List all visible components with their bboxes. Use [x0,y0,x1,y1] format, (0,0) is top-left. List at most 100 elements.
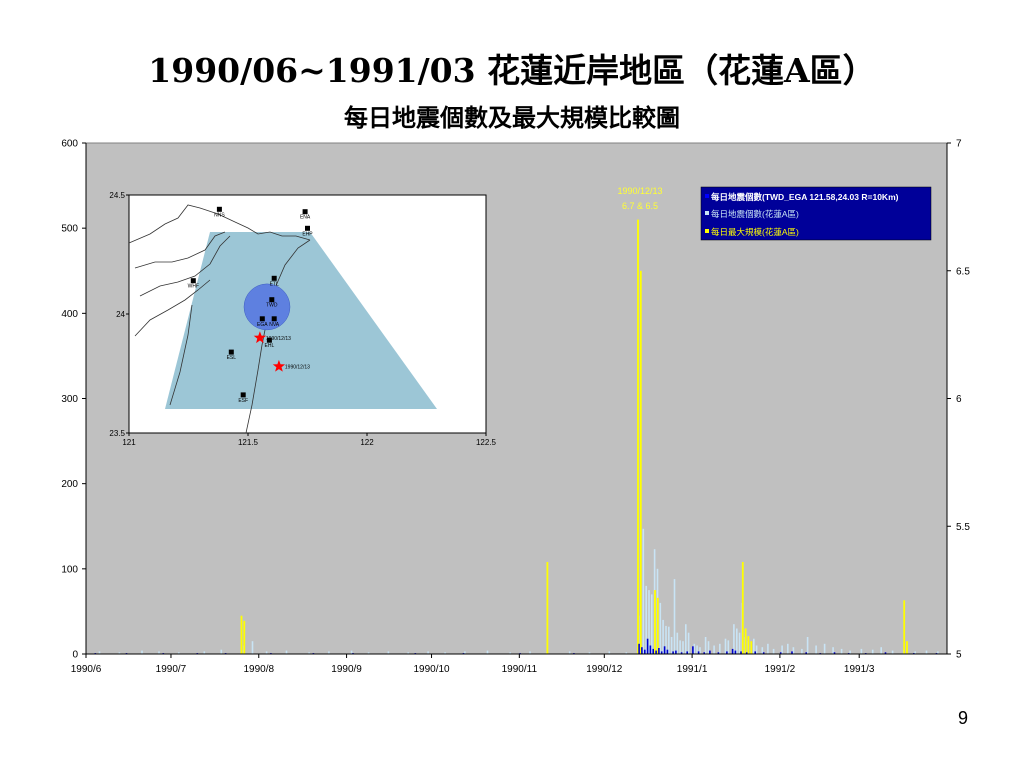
bar-series1-32 [651,594,653,654]
bar-series0-24 [675,650,677,654]
map-y-tick-label-2: 23.5 [109,429,125,438]
bar-series0-23 [672,651,674,654]
bar-series1-22 [529,651,531,654]
left-tick-label-5: 500 [61,224,78,235]
slide-title: 1990/06~1991/03 花蓮近岸地區（花蓮A區） [148,51,876,90]
bar-series0-19 [658,648,660,654]
bar-series1-38 [668,626,670,654]
bar-series1-9 [265,651,268,654]
bar-series1-57 [738,632,741,654]
bar-series1-49 [704,637,707,654]
legend-box [700,186,932,241]
bar-series2-9 [747,636,750,654]
station-label-10: ESF [238,398,248,404]
station-label-9: ESL [227,355,237,361]
station-marker-2 [305,225,310,231]
bar-series1-3 [158,651,160,654]
left-tick-label-2: 200 [61,479,78,490]
bar-series1-42 [679,640,681,654]
epicenter-star-0 [253,331,267,344]
bar-series1-45 [687,632,690,654]
bar-series1-68 [792,647,795,654]
bar-series0-22 [666,649,669,654]
bar-series1-0 [98,651,101,654]
right-tick-label-3: 6.5 [956,266,970,277]
legend-swatch-max-magnitude [705,229,709,233]
x-tick-label-7: 1991/1 [677,664,708,675]
bar-series1-64 [767,643,769,654]
bar-series0-20 [660,651,663,654]
legend: 每日地震個數(TWD_EGA 121.58,24.03 R=10Km) 每日地震… [700,186,932,241]
station-marker-9 [228,349,234,355]
bar-series0-35 [740,651,742,654]
bar-series1-50 [707,641,710,654]
search-radius-circle [243,283,291,331]
bar-series1-25 [588,652,591,654]
bar-series0-33 [731,648,734,654]
bar-series0-25 [680,652,683,654]
bar-series1-26 [608,651,611,654]
left-tick-label-4: 400 [61,309,78,320]
bar-series1-78 [880,647,882,654]
bar-series1-53 [724,638,727,654]
bar-series0-29 [703,652,705,654]
station-label-3: WHF [188,284,199,290]
bar-series1-4 [178,652,180,654]
bar-series1-16 [407,652,409,654]
bar-series1-83 [937,651,939,654]
page-number: 9 [957,708,968,728]
stations: NNS ENA EHP WHF ETL TWD EGA NVA EHL ESL ESF [188,206,313,404]
station-marker-3 [190,278,196,284]
map-ticks: 121 121.5 122 122.5 24.5 24 23.5 [109,191,496,447]
bar-series0-30 [709,650,711,654]
bar-series1-13 [350,650,353,654]
bar-series1-75 [849,650,851,654]
bar-series1-70 [806,637,809,654]
bar-series2-11 [903,600,906,654]
station-marker-4 [271,275,277,281]
station-label-1: ENA [300,215,311,221]
station-marker-1 [302,209,308,215]
bar-series2-1 [243,620,246,654]
bar-series1-44 [685,624,687,654]
station-label-7: NVA [269,322,280,328]
bar-series1-17 [427,651,429,654]
bar-series1-73 [832,647,834,654]
bar-series1-82 [925,650,928,654]
map-x-tick-label-1: 121.5 [238,438,259,447]
map-y-tick-label-1: 24 [116,310,125,319]
station-label-5: TWD [266,303,278,309]
bar-series1-79 [891,650,894,654]
right-tick-label-4: 7 [956,139,962,150]
map-x-tick-label-3: 122.5 [476,438,497,447]
station-marker-5 [269,297,275,303]
bar-series1-54 [727,640,730,654]
bar-series1-1 [118,652,121,654]
bar-series1-37 [665,625,667,654]
bar-series1-65 [772,648,775,654]
right-tick-label-2: 6 [956,394,962,405]
bar-series1-40 [673,579,676,654]
left-axis-ticks: 0 100 200 300 400 500 600 [61,139,86,661]
bar-series0-12 [638,643,640,654]
annotation-date: 1990/12/13 [617,186,662,196]
legend-entry-max-magnitude: 每日最大規模(花蓮A區) [711,227,799,237]
station-marker-8 [266,337,272,343]
study-region [165,232,437,409]
bar-series1-31 [648,590,650,654]
bar-series1-77 [871,649,874,654]
bar-series1-69 [801,648,803,654]
bar-series1-52 [719,643,721,654]
bar-series1-63 [761,647,764,654]
right-axis-ticks: 5 5.5 6 6.5 7 [947,139,970,661]
bar-series2-5 [654,590,656,654]
bar-series0-34 [734,650,737,654]
right-tick-label-0: 5 [956,650,962,661]
bar-series0-39 [779,652,782,654]
bar-series1-6 [220,649,223,654]
bar-series2-8 [744,628,747,654]
bar-series2-3 [637,219,639,654]
bar-series0-31 [717,652,720,654]
station-marker-10 [240,392,246,398]
left-tick-label-0: 0 [72,650,78,661]
